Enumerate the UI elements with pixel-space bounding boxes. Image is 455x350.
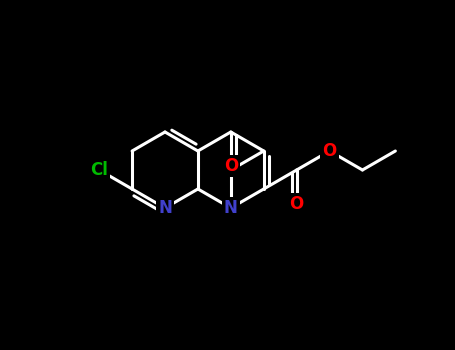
Text: O: O [289,195,304,213]
Text: N: N [224,199,238,217]
Text: Cl: Cl [90,161,108,179]
Text: O: O [224,157,238,175]
Text: O: O [323,142,337,160]
Text: N: N [158,199,172,217]
